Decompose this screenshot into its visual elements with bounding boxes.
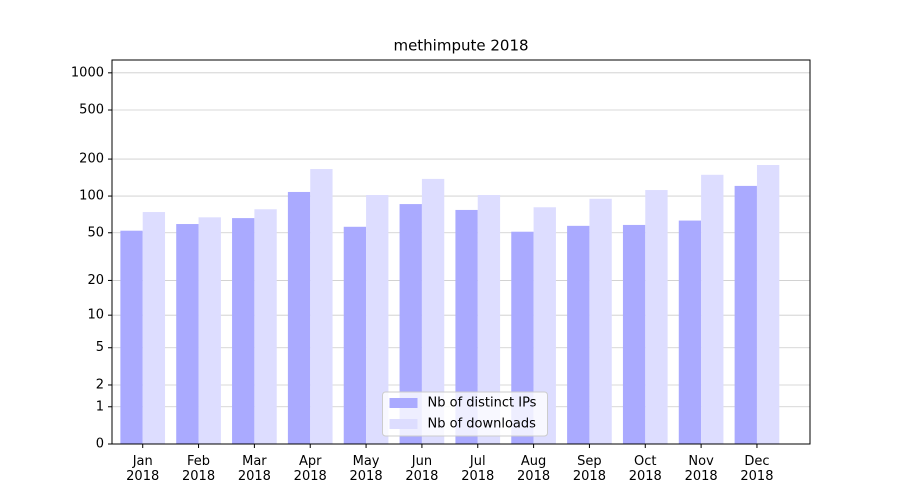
bar xyxy=(198,217,221,444)
y-tick-label: 10 xyxy=(87,308,104,323)
y-tick-label: 200 xyxy=(79,152,104,167)
bar xyxy=(622,224,646,444)
x-tick-label: Jul 2018 xyxy=(461,454,494,484)
bar xyxy=(734,185,757,444)
x-tick-label: Sep 2018 xyxy=(573,454,606,484)
bar xyxy=(511,231,534,444)
bar xyxy=(567,225,590,444)
bar xyxy=(142,212,166,444)
y-tick-label: 50 xyxy=(87,225,104,240)
bar xyxy=(120,230,143,444)
bar xyxy=(176,224,199,444)
x-tick-label: Feb 2018 xyxy=(182,454,215,484)
bar xyxy=(701,174,724,444)
chart-title: methimpute 2018 xyxy=(393,37,528,55)
x-tick-label: Dec 2018 xyxy=(740,454,773,484)
bar xyxy=(533,207,556,444)
bar xyxy=(366,195,389,444)
bar xyxy=(589,198,612,444)
bar xyxy=(678,220,702,444)
y-tick-label: 500 xyxy=(79,103,104,118)
y-tick-label: 2 xyxy=(96,377,104,392)
bar xyxy=(645,190,668,444)
bar xyxy=(287,191,311,444)
bar xyxy=(232,218,255,444)
x-tick-label: Nov 2018 xyxy=(685,454,718,484)
y-tick-label: 5 xyxy=(96,340,104,355)
bar xyxy=(254,209,277,444)
x-tick-label: Jun 2018 xyxy=(405,454,438,484)
bar xyxy=(477,195,501,444)
x-tick-label: Jan 2018 xyxy=(126,454,159,484)
y-tick-label: 100 xyxy=(79,189,104,204)
bar xyxy=(421,178,445,444)
y-tick-label: 1000 xyxy=(71,65,104,80)
x-tick-label: Mar 2018 xyxy=(238,454,271,484)
bar xyxy=(399,204,422,444)
legend-box xyxy=(382,391,548,437)
bar xyxy=(310,169,333,444)
x-tick-label: Aug 2018 xyxy=(517,454,550,484)
legend-label: Nb of distinct IPs xyxy=(428,396,537,411)
y-tick-label: 20 xyxy=(87,273,104,288)
legend-swatch xyxy=(389,419,418,429)
bar xyxy=(455,209,478,444)
plot-frame xyxy=(111,59,811,445)
y-tick-label: 0 xyxy=(96,437,104,452)
legend-swatch xyxy=(389,398,418,408)
legend-label: Nb of downloads xyxy=(428,417,537,432)
bar xyxy=(756,165,780,444)
x-tick-label: Oct 2018 xyxy=(629,454,662,484)
y-tick-label: 1 xyxy=(96,399,104,414)
bar xyxy=(343,226,367,444)
x-tick-label: Apr 2018 xyxy=(294,454,327,484)
x-tick-label: May 2018 xyxy=(350,454,383,484)
